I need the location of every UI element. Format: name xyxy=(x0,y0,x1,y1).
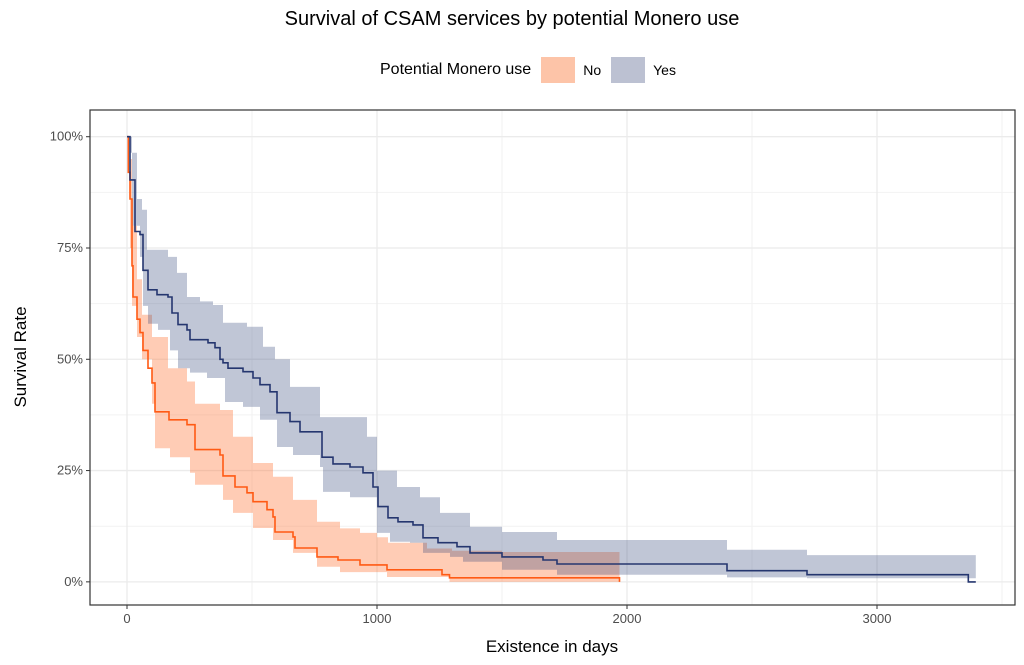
legend-title: Potential Monero use xyxy=(380,61,532,78)
x-tick-label: 0 xyxy=(123,611,130,626)
chart-title: Survival of CSAM services by potential M… xyxy=(284,8,740,30)
panel-border xyxy=(89,109,1016,606)
y-axis-label: Survival Rate xyxy=(11,306,30,407)
y-tick-label: 25% xyxy=(57,463,83,478)
legend-label-no: No xyxy=(583,62,602,78)
y-tick-label: 100% xyxy=(50,129,84,144)
y-tick-label: 50% xyxy=(57,351,83,366)
confidence-band-no xyxy=(127,136,620,582)
legend-swatch-yes xyxy=(611,57,646,83)
survival-line-no xyxy=(127,135,621,582)
y-tick-label: 75% xyxy=(57,240,83,255)
confidence-band-yes xyxy=(127,136,976,579)
survival-line-yes xyxy=(127,135,976,583)
y-tick-label: 0% xyxy=(64,574,83,589)
x-tick-label: 2000 xyxy=(613,611,642,626)
x-axis-label: Existence in days xyxy=(486,637,618,656)
legend-label-yes: Yes xyxy=(653,62,676,78)
x-tick-label: 1000 xyxy=(363,611,392,626)
legend-swatch-no xyxy=(541,57,576,83)
x-tick-label: 3000 xyxy=(863,611,892,626)
legend: Potential Monero use No Yes xyxy=(380,57,676,83)
